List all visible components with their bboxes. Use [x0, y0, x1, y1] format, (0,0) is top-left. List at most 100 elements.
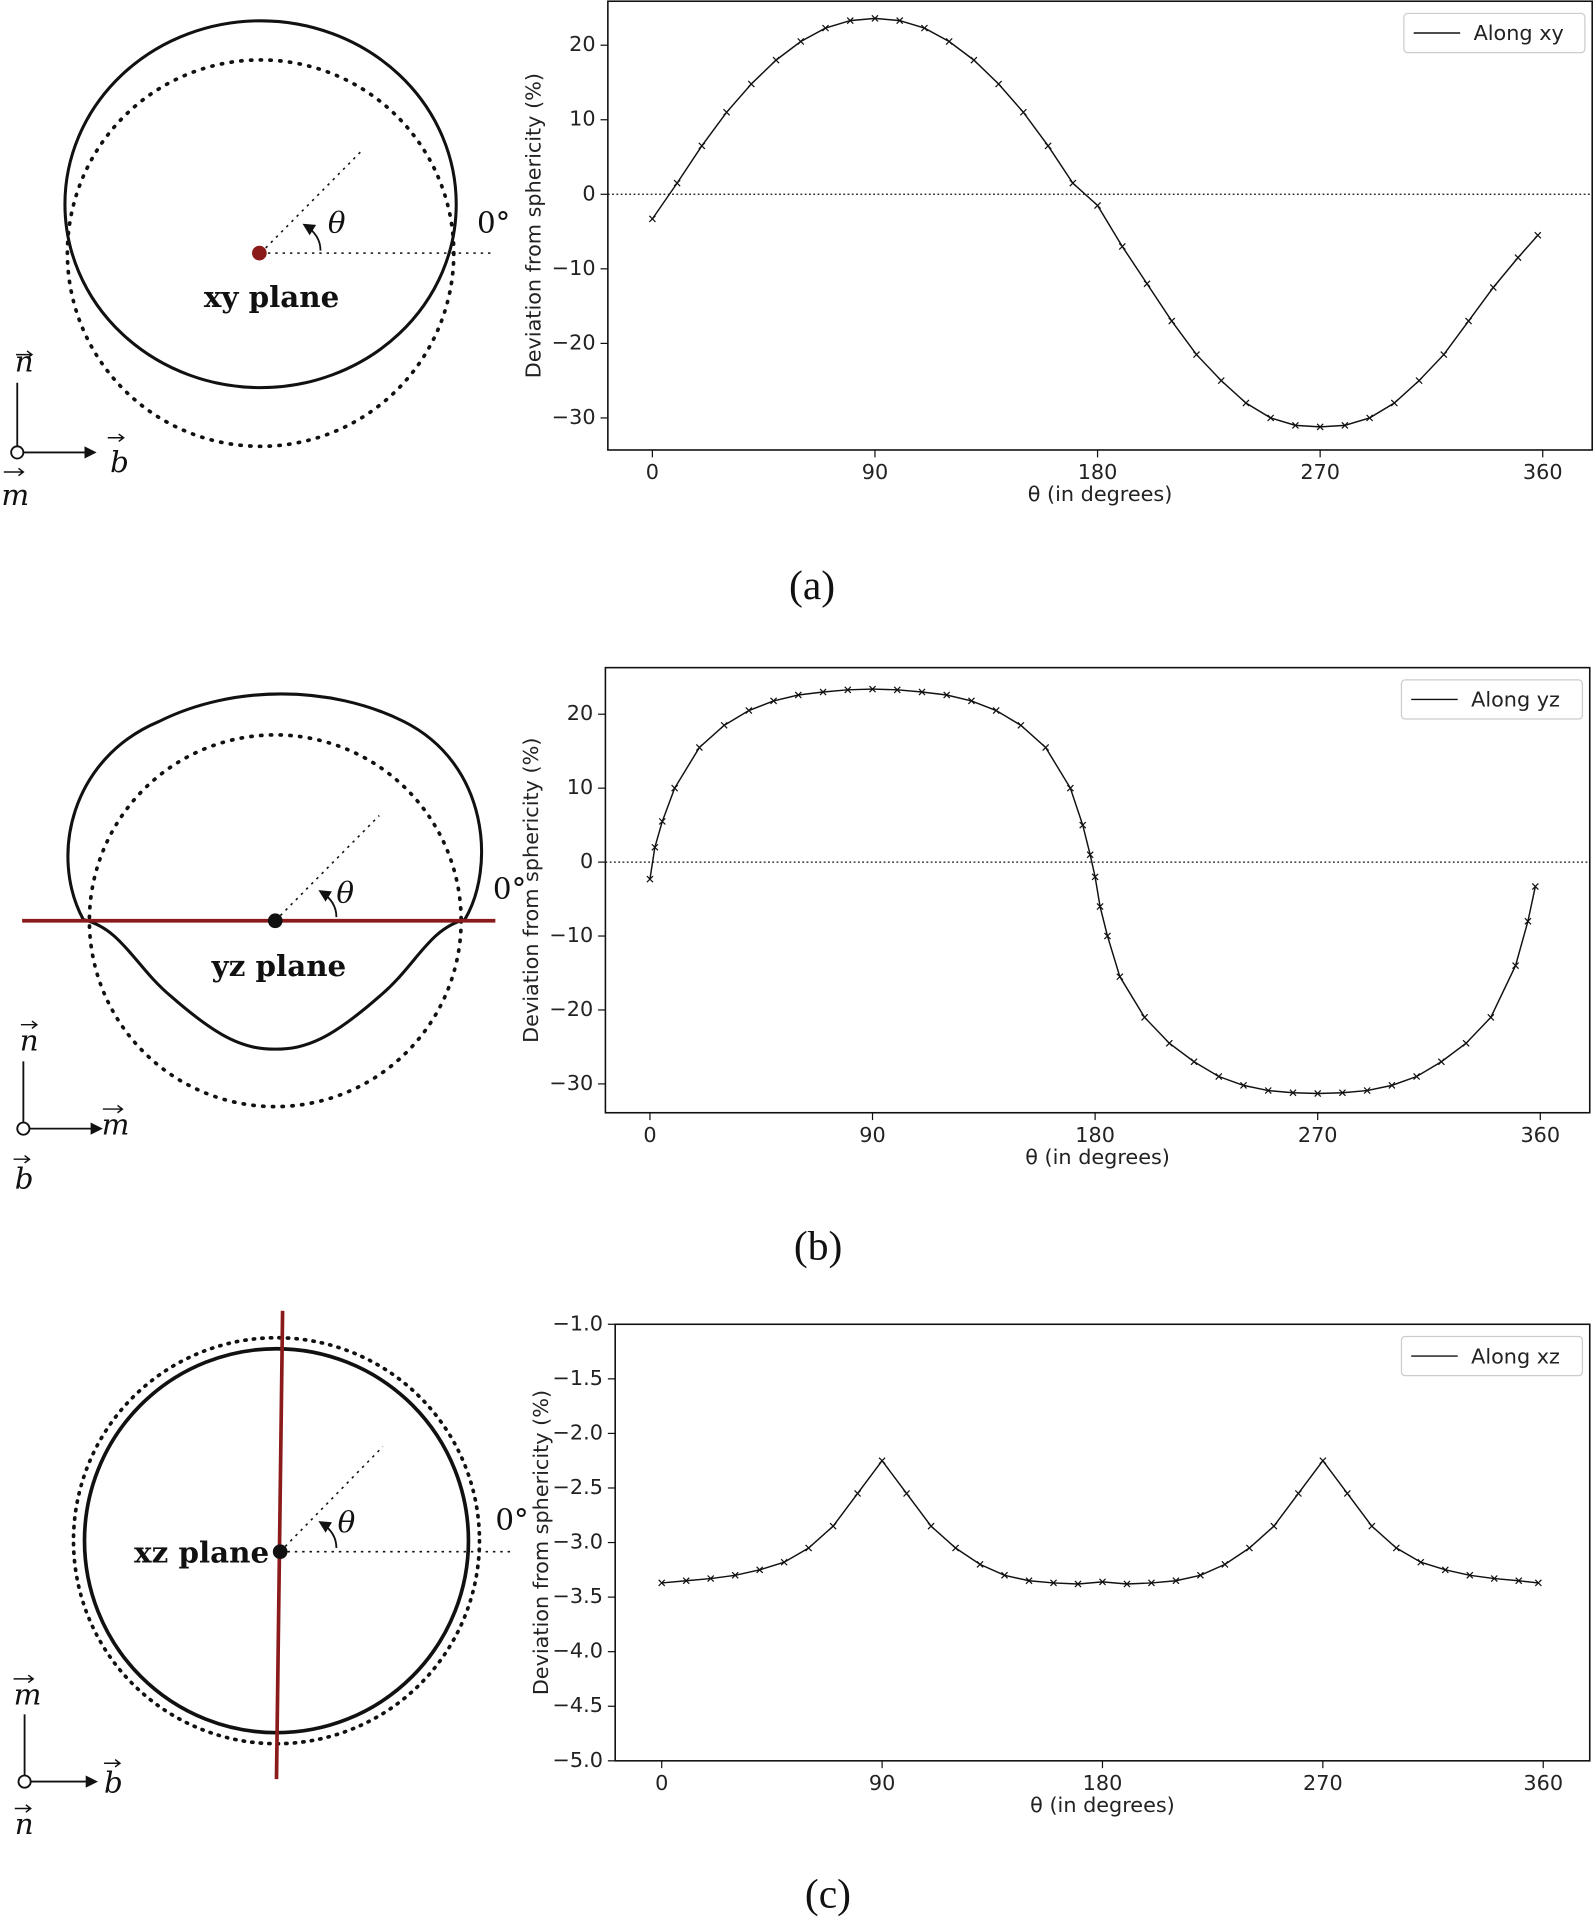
vector-arrows — [13, 1674, 122, 1813]
center — [252, 245, 267, 261]
y-tick-label: 20 — [569, 32, 595, 56]
y-tick-label: −2.5 — [553, 1475, 603, 1499]
line-chart: −30 −20 −10 0 10 20 0 90 180 270 360 Along yz θ (in … — [519, 666, 1591, 1169]
angle-arrow — [318, 890, 338, 918]
axis-label: m — [1, 478, 29, 512]
x-tick-label: 90 — [869, 1771, 895, 1795]
axis-label: b — [104, 1766, 123, 1800]
caption: (b) — [794, 1222, 842, 1269]
data-line — [648, 14, 1542, 431]
axis-origin — [17, 1774, 32, 1789]
diagram-labels: θ 0° xy plane n b m θ 0° yz plane n m b … — [1, 205, 528, 1841]
legend-box — [1400, 679, 1584, 720]
y-tick-label: −1.0 — [553, 1311, 603, 1335]
x-tick-label: 90 — [862, 460, 888, 484]
x-tick-label: 0 — [655, 1771, 668, 1795]
legend-label: Along xy — [1474, 21, 1564, 45]
x-tick-label: 180 — [1078, 460, 1118, 484]
line-chart: −30 −20 −10 0 10 20 0 90 180 270 360 Along xy θ (in … — [521, 0, 1593, 506]
zero-label: 0° — [477, 205, 510, 239]
axis-arrows — [23, 1714, 96, 1781]
x-tick-label: 0 — [646, 460, 659, 484]
axis-label: n — [15, 345, 34, 379]
x-axis-label: θ (in degrees) — [1028, 482, 1173, 506]
data-line — [646, 685, 1539, 1098]
x-tick-label: 360 — [1523, 460, 1563, 484]
y-tick-label: −1.5 — [553, 1366, 603, 1390]
angle-arrow — [302, 223, 322, 251]
vector-arrows — [13, 1020, 124, 1164]
diagram-c — [13, 1310, 514, 1813]
y-tick-label: −4.5 — [553, 1693, 603, 1717]
y-axis-label: Deviation from sphericity (%) — [529, 1390, 553, 1695]
x-tick-label: 270 — [1298, 1123, 1338, 1147]
angle-label: θ — [336, 875, 354, 909]
axis-label: n — [15, 1807, 34, 1841]
x-tick-label: 360 — [1520, 1123, 1560, 1147]
legend-box — [1403, 12, 1586, 54]
axis-arrows — [22, 1061, 100, 1128]
vector-arrows — [3, 350, 125, 477]
x-tick-label: 180 — [1075, 1123, 1115, 1147]
y-axis-label: Deviation from sphericity (%) — [519, 738, 543, 1043]
legend-box — [1400, 1335, 1584, 1377]
y-tick-label: 0 — [582, 181, 595, 205]
y-tick-label: −5.0 — [553, 1748, 603, 1772]
y-tick-label: 20 — [567, 701, 593, 725]
axis-label: b — [110, 445, 129, 479]
y-tick-label: 0 — [580, 849, 593, 873]
angle-label: θ — [328, 205, 346, 239]
x-tick-label: 270 — [1300, 460, 1340, 484]
y-tick-label: −10 — [549, 923, 593, 947]
y-tick-label: −2.0 — [553, 1420, 603, 1444]
y-tick-label: −3.0 — [553, 1530, 603, 1554]
y-axis-label: Deviation from sphericity (%) — [521, 73, 545, 378]
line-chart: −5.0 −4.5 −4.0 −3.5 −3.0 −2.5 −2.0 −1.5 −1.0 0 90 1… — [529, 1311, 1591, 1817]
x-tick-label: 0 — [643, 1123, 656, 1147]
plane-label: yz plane — [211, 948, 347, 983]
zero-label: 0° — [493, 872, 526, 906]
angle-lines — [279, 1446, 514, 1553]
axis-origin — [10, 445, 25, 460]
axis-label: n — [20, 1023, 39, 1057]
angle-lines — [274, 815, 380, 922]
deformed-shape — [66, 692, 484, 1051]
y-tick-label: −20 — [552, 330, 596, 354]
deformed-shape — [63, 19, 458, 390]
legend-label: Along xz — [1471, 1344, 1560, 1368]
y-tick-label: −30 — [552, 405, 596, 429]
y-tick-label: −10 — [552, 256, 596, 280]
x-tick-label: 360 — [1523, 1771, 1563, 1795]
plane-label: xy plane — [204, 279, 339, 314]
plot-frame — [604, 666, 1591, 1114]
angle-arrow — [318, 1521, 338, 1549]
y-tick-label: 10 — [569, 107, 595, 131]
axis-label: m — [14, 1678, 42, 1712]
captions: (a) (b) (c) — [789, 562, 851, 1917]
angle-lines — [260, 149, 496, 254]
diagram-b — [13, 692, 496, 1164]
caption: (c) — [805, 1871, 851, 1918]
plot-frame — [607, 0, 1593, 451]
y-tick-label: −20 — [549, 997, 593, 1021]
center — [272, 1544, 288, 1560]
data-line — [658, 1457, 1542, 1588]
y-tick-label: −3.5 — [553, 1584, 603, 1608]
x-tick-label: 270 — [1303, 1771, 1343, 1795]
x-axis-label: θ (in degrees) — [1030, 1793, 1175, 1817]
zero-label: 0° — [495, 1503, 528, 1537]
x-tick-label: 90 — [859, 1123, 885, 1147]
center — [267, 913, 283, 929]
angle-label: θ — [338, 1505, 356, 1539]
legend-label: Along yz — [1471, 688, 1560, 712]
caption: (a) — [789, 562, 835, 609]
x-tick-label: 180 — [1083, 1771, 1123, 1795]
x-axis-label: θ (in degrees) — [1025, 1145, 1170, 1169]
y-tick-label: −30 — [549, 1071, 593, 1095]
axis-arrows — [16, 382, 94, 453]
axis-label: m — [102, 1108, 130, 1142]
y-tick-label: −4.0 — [553, 1639, 603, 1663]
axis-origin — [16, 1121, 31, 1136]
diagram-a — [3, 19, 496, 477]
